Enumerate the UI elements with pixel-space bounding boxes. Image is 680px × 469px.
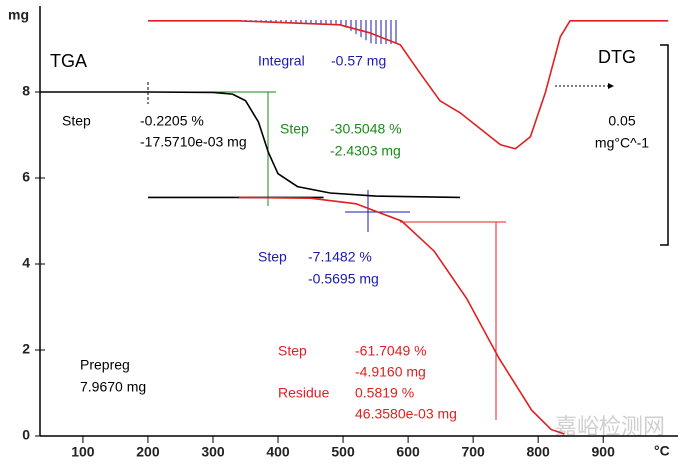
x-tick-label: 900 bbox=[592, 444, 616, 460]
scale-label: 0.05 bbox=[608, 113, 635, 129]
annotation: 7.9670 mg bbox=[80, 379, 146, 395]
annotation: Step bbox=[278, 343, 307, 359]
x-tick-label: 600 bbox=[396, 444, 420, 460]
annotation: Integral bbox=[258, 53, 305, 69]
annotation: -0.57 mg bbox=[331, 53, 386, 69]
scale-bar bbox=[660, 44, 669, 246]
annotation: -0.5695 mg bbox=[308, 271, 379, 287]
data-line bbox=[40, 91, 461, 199]
scale-unit: mg°C^-1 bbox=[595, 135, 649, 151]
y-tick-label: 6 bbox=[22, 169, 30, 185]
x-tick-label: 300 bbox=[201, 444, 225, 460]
x-axis-label: °C bbox=[654, 443, 670, 459]
integral-hatch bbox=[237, 20, 400, 44]
annotation: Residue bbox=[278, 385, 330, 401]
annotation: 0.5819 % bbox=[355, 385, 414, 401]
annotation: -17.5710e-03 mg bbox=[140, 134, 247, 150]
x-tick-label: 100 bbox=[71, 444, 95, 460]
x-tick-label: 500 bbox=[331, 444, 355, 460]
annotation: -4.9160 mg bbox=[355, 364, 426, 380]
data-line bbox=[148, 20, 669, 150]
annotation: -7.1482 % bbox=[308, 249, 372, 265]
y-axis-label: mg bbox=[8, 7, 29, 23]
y-tick-label: 0 bbox=[22, 427, 30, 443]
annotation: Prepreg bbox=[80, 357, 130, 373]
annotation: TGA bbox=[50, 51, 87, 71]
x-tick-label: 700 bbox=[461, 444, 485, 460]
annotation: Step bbox=[62, 113, 91, 129]
x-tick-label: 200 bbox=[136, 444, 160, 460]
data-line bbox=[238, 196, 565, 435]
x-tick-label: 400 bbox=[266, 444, 290, 460]
y-tick-label: 2 bbox=[22, 341, 30, 357]
y-tick-label: 4 bbox=[22, 255, 30, 271]
annotation: -61.7049 % bbox=[355, 343, 427, 359]
annotation: DTG bbox=[598, 47, 636, 67]
annotation: -0.2205 % bbox=[140, 113, 204, 129]
x-tick-label: 800 bbox=[526, 444, 550, 460]
y-tick-label: 8 bbox=[22, 83, 30, 99]
annotation: -30.5048 % bbox=[330, 121, 402, 137]
annotation: 46.3580e-03 mg bbox=[355, 406, 457, 422]
annotation: Step bbox=[258, 249, 287, 265]
annotation: -2.4303 mg bbox=[330, 143, 401, 159]
watermark: 嘉峪检测网 bbox=[555, 414, 665, 439]
annotation: Step bbox=[280, 121, 309, 137]
